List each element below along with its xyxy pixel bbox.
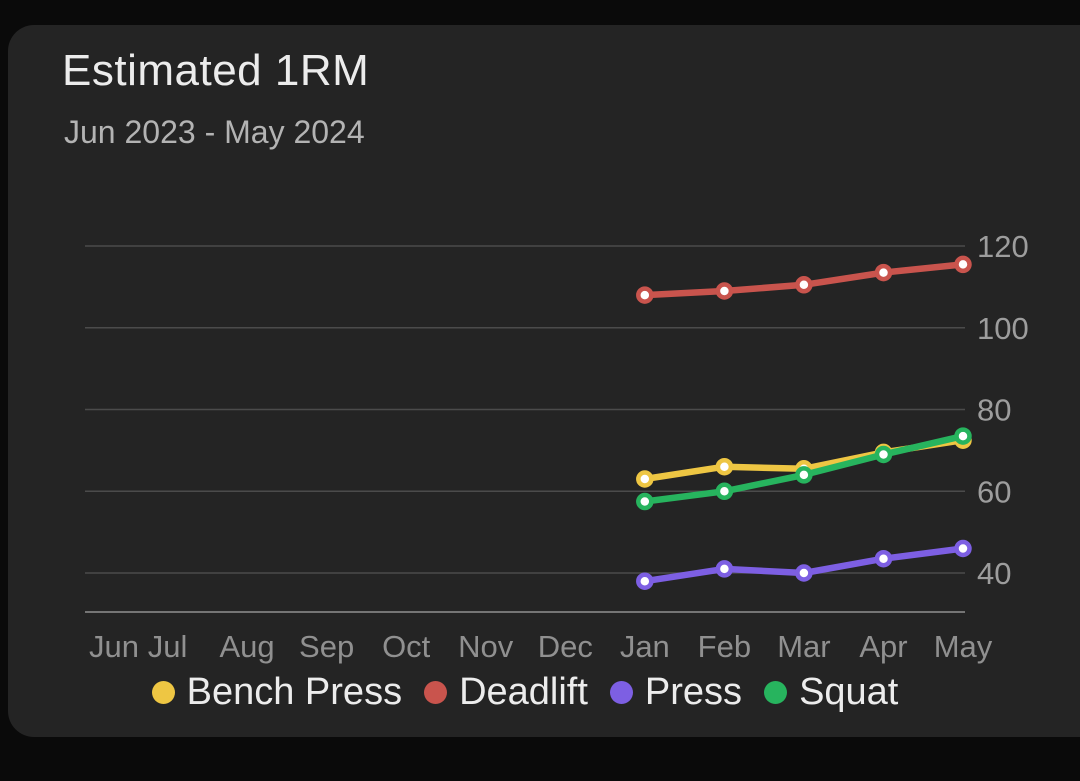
data-point-deadlift[interactable] <box>795 276 813 294</box>
data-point-deadlift[interactable] <box>874 263 893 282</box>
legend-dot-press <box>609 680 633 704</box>
legend-label-bench-press: Bench Press <box>186 670 403 713</box>
y-tick-label: 60 <box>977 474 1011 509</box>
chart-legend: Bench Press Deadlift Press Squat <box>0 664 1050 720</box>
y-tick-label: 120 <box>977 229 1029 264</box>
legend-dot-bench-press <box>151 680 175 704</box>
y-tick-label: 40 <box>977 556 1011 591</box>
x-tick-label: Sep <box>299 629 354 664</box>
legend-item-deadlift[interactable]: Deadlift <box>424 671 588 714</box>
data-point-deadlift[interactable] <box>636 286 654 304</box>
legend-label-squat: Squat <box>799 670 899 713</box>
legend-item-bench-press[interactable]: Bench Press <box>151 670 403 714</box>
data-point-squat[interactable] <box>874 445 893 464</box>
data-point-press[interactable] <box>715 560 734 578</box>
chart-card <box>8 25 1080 737</box>
data-point-press[interactable] <box>874 549 893 568</box>
x-tick-label: Aug <box>220 629 275 664</box>
x-tick-label: Feb <box>698 629 751 664</box>
x-tick-label: Jun <box>89 629 139 664</box>
x-tick-label: May <box>934 629 993 664</box>
x-tick-label: Jul <box>148 629 188 664</box>
data-point-squat[interactable] <box>636 492 654 511</box>
x-tick-label: Nov <box>458 629 514 664</box>
x-tick-label: Apr <box>859 629 907 664</box>
data-point-squat[interactable] <box>795 466 813 484</box>
legend-item-press[interactable]: Press <box>609 670 743 714</box>
y-tick-label: 80 <box>977 393 1011 428</box>
data-point-press[interactable] <box>954 539 972 558</box>
x-tick-label: Dec <box>538 629 593 664</box>
legend-item-squat[interactable]: Squat <box>764 671 898 714</box>
x-tick-label: Mar <box>777 629 830 664</box>
x-tick-label: Jan <box>620 629 670 664</box>
legend-dot-squat <box>764 680 788 704</box>
legend-label-deadlift: Deadlift <box>459 670 588 713</box>
data-point-press[interactable] <box>636 572 654 590</box>
data-point-deadlift[interactable] <box>954 255 972 274</box>
data-point-bench-press[interactable] <box>715 457 734 476</box>
data-point-squat[interactable] <box>715 482 734 501</box>
data-point-squat[interactable] <box>954 427 972 445</box>
x-tick-label: Oct <box>382 629 431 664</box>
data-point-bench-press[interactable] <box>636 470 654 488</box>
chart-subtitle: Jun 2023 - May 2024 <box>64 114 365 150</box>
data-point-deadlift[interactable] <box>715 282 734 300</box>
legend-label-press: Press <box>644 670 743 713</box>
legend-dot-deadlift <box>424 680 448 704</box>
y-tick-label: 100 <box>977 311 1029 346</box>
data-point-press[interactable] <box>795 564 813 582</box>
chart-title: Estimated 1RM <box>62 46 370 95</box>
